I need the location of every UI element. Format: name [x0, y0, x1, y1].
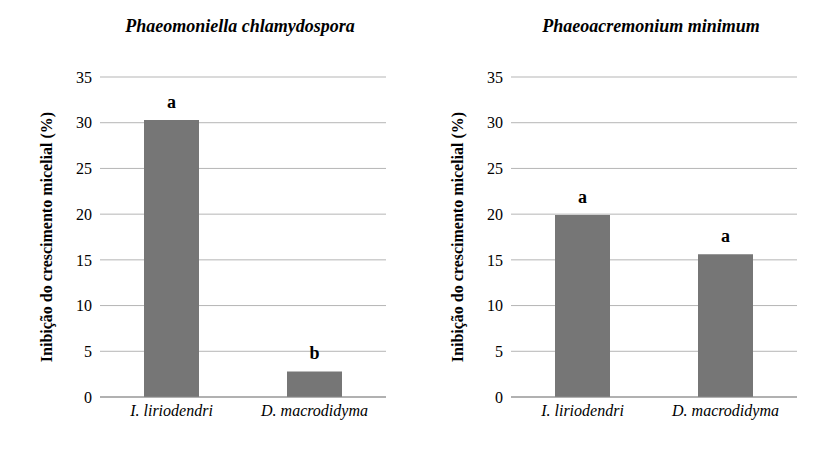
svg-text:b: b [309, 343, 319, 363]
svg-text:a: a [721, 226, 730, 246]
svg-text:I. liriodendri: I. liriodendri [129, 402, 213, 419]
svg-text:I. liriodendri: I. liriodendri [540, 402, 624, 419]
svg-text:5: 5 [84, 343, 92, 360]
svg-text:Inibição do crescimento miceli: Inibição do crescimento micelial (%) [38, 112, 56, 362]
svg-text:20: 20 [76, 206, 92, 223]
svg-text:35: 35 [76, 69, 92, 86]
svg-text:25: 25 [76, 160, 92, 177]
svg-text:a: a [167, 92, 176, 112]
svg-text:0: 0 [84, 389, 92, 406]
svg-text:10: 10 [487, 297, 503, 314]
svg-text:35: 35 [487, 69, 503, 86]
html-text:Phaeomoniella chlamydospora: Phaeomoniella chlamydospora [125, 16, 355, 36]
svg-text:5: 5 [495, 343, 503, 360]
svg-text:10: 10 [76, 297, 92, 314]
svg-text:15: 15 [76, 252, 92, 269]
svg-text:a: a [578, 187, 587, 207]
html-text:Phaeoacremonium minimum: Phaeoacremonium minimum [542, 16, 760, 36]
svg-text:Inibição do crescimento miceli: Inibição do crescimento micelial (%) [449, 112, 467, 362]
svg-text:D. macrodidyma: D. macrodidyma [260, 402, 368, 420]
svg-text:0: 0 [495, 389, 503, 406]
svg-text:15: 15 [487, 252, 503, 269]
svg-text:30: 30 [76, 114, 92, 131]
svg-text:25: 25 [487, 160, 503, 177]
svg-text:D. macrodidyma: D. macrodidyma [671, 402, 779, 420]
svg-text:30: 30 [487, 114, 503, 131]
svg-text:20: 20 [487, 206, 503, 223]
